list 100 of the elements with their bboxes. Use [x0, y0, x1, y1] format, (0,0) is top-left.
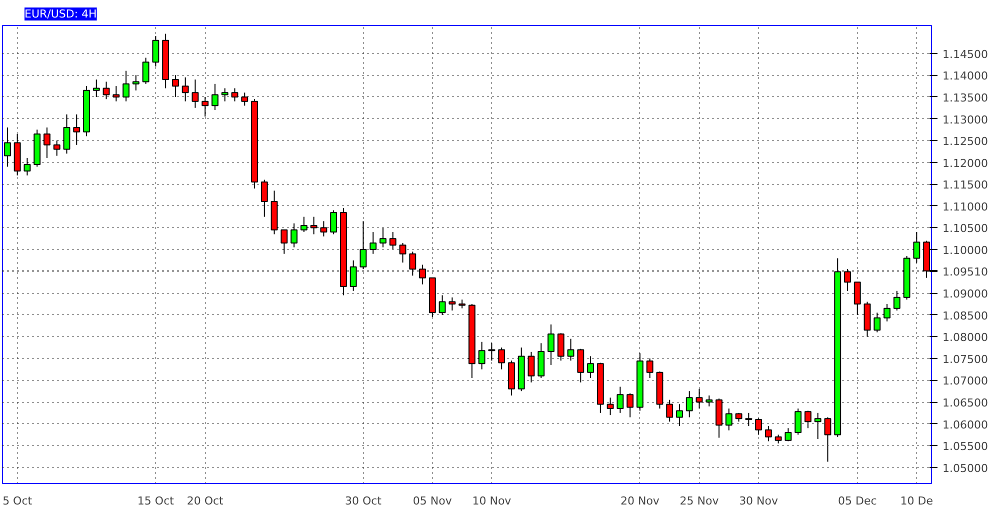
candlestick: [380, 227, 386, 248]
candlestick: [92, 79, 100, 98]
x-tick-label: 20 Oct: [186, 494, 224, 508]
candlestick: [350, 260, 357, 292]
candlestick: [152, 35, 160, 67]
y-tick-label: 1.09510: [942, 265, 988, 278]
y-tick-label: 1.07000: [942, 374, 988, 388]
candlestick: [419, 264, 426, 285]
candlestick: [389, 232, 396, 250]
candlestick: [893, 290, 900, 311]
candlestick: [528, 351, 535, 383]
y-tick-label: 1.06000: [942, 418, 988, 432]
candlestick: [172, 74, 179, 98]
candlestick: [132, 74, 140, 91]
candlestick: [182, 76, 189, 102]
candlestick: [706, 394, 713, 407]
candlestick: [666, 399, 674, 422]
x-tick-label: 05 Nov: [412, 494, 452, 508]
candlestick: [606, 397, 614, 416]
candlestick: [290, 222, 298, 248]
x-tick-label: 10 De: [900, 494, 934, 508]
y-tick-label: 1.11000: [942, 200, 988, 214]
candlestick: [686, 390, 693, 418]
x-tick-label: 30 Oct: [344, 494, 382, 508]
candlestick: [73, 114, 80, 146]
candlestick: [577, 348, 584, 383]
candlestick: [310, 216, 318, 235]
x-tick-label: 25 Nov: [680, 494, 720, 508]
candlestick: [370, 232, 377, 254]
candlestick: [438, 294, 446, 316]
candlestick: [696, 388, 703, 410]
y-tick-label: 1.07500: [942, 352, 988, 366]
candlestick: [24, 157, 31, 176]
candlestick: [814, 412, 822, 440]
candlestick: [4, 126, 11, 168]
y-tick-label: 1.13000: [942, 113, 988, 126]
candlestick: [874, 312, 881, 333]
candlestick: [557, 332, 564, 362]
candlestick: [854, 282, 861, 316]
candlestick: [498, 347, 506, 370]
x-tick-label: 05 Dec: [838, 494, 877, 508]
x-tick-label: 30 Nov: [739, 494, 779, 508]
candlestick: [626, 392, 634, 418]
candlestick: [745, 412, 752, 426]
candlestick: [221, 88, 228, 102]
candlestick: [478, 341, 486, 370]
x-tick-label: 20 Nov: [620, 494, 660, 508]
candlestick: [300, 216, 308, 233]
candlestick: [53, 140, 60, 156]
y-tick-label: 1.11500: [942, 178, 988, 192]
y-tick-label: 1.08000: [942, 331, 988, 344]
candlestick: [725, 408, 732, 431]
candlestick: [241, 92, 248, 106]
candlestick: [320, 220, 328, 237]
candlestick: [548, 324, 554, 366]
candlestick: [192, 79, 199, 108]
y-tick-label: 1.12000: [942, 156, 988, 170]
candlestick: [399, 242, 406, 264]
candlestick: [280, 229, 288, 254]
candlestick: [616, 386, 624, 414]
x-tick-label: 5 Oct: [2, 494, 33, 508]
candlestick: [488, 342, 496, 362]
y-tick-label: 1.14500: [942, 48, 988, 61]
candlestick: [646, 358, 654, 379]
chart-title: EUR/USD: 4H: [24, 8, 97, 20]
candlestick: [448, 296, 456, 311]
candlestick: [913, 232, 920, 264]
candlestick: [755, 418, 762, 436]
candlestick: [63, 114, 70, 154]
y-tick-label: 1.14000: [942, 70, 988, 83]
y-tick-label: 1.10500: [942, 222, 988, 236]
candlestick: [212, 83, 218, 111]
candlestick: [784, 428, 792, 442]
candlestick: [587, 356, 594, 379]
candlestick: [112, 86, 120, 102]
y-tick-label: 1.10000: [942, 244, 988, 257]
candlestick: [844, 268, 851, 292]
candlestick: [804, 410, 812, 429]
candlestick: [102, 81, 110, 100]
candlestick: [764, 425, 772, 442]
candlestick: [330, 210, 338, 235]
candlestick: [142, 57, 150, 84]
y-tick-label: 1.08500: [942, 309, 988, 322]
y-tick-label: 1.12500: [942, 135, 988, 148]
candlestick: [360, 220, 367, 270]
candlestick: [202, 96, 209, 118]
candlestick: [884, 303, 890, 322]
candlestick: [44, 126, 50, 158]
y-tick-label: 1.05000: [942, 462, 988, 475]
y-tick-label: 1.05500: [942, 440, 988, 454]
candlestick: [567, 338, 574, 362]
candlestick: [676, 404, 683, 426]
x-tick-label: 10 Nov: [472, 494, 512, 508]
x-tick-label: 15 Oct: [137, 494, 175, 508]
candlestick: [122, 70, 130, 102]
candlestick: [794, 408, 802, 436]
y-tick-label: 1.06500: [942, 396, 988, 410]
candlestick: [409, 251, 416, 276]
y-tick-label: 1.09000: [942, 288, 988, 301]
candlestick: [260, 179, 268, 218]
